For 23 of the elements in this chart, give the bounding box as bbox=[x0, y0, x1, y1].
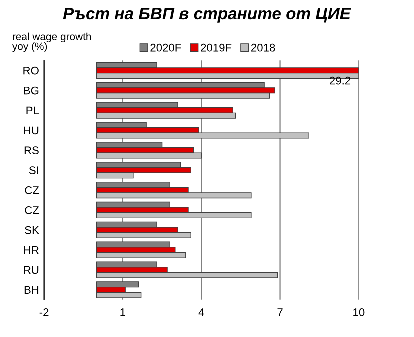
x-tick-label: 7 bbox=[278, 308, 283, 316]
y-tick-label: RS bbox=[24, 146, 39, 155]
x-tick-label: 1 bbox=[120, 308, 126, 316]
chart-title: Ръст на БВП в страните от ЦИЕ bbox=[63, 8, 352, 23]
y-tick-label: RO bbox=[24, 66, 39, 75]
y-tick-label: HR bbox=[24, 246, 39, 254]
y-tick-label: RU bbox=[24, 266, 39, 274]
y-tick-label: CZ bbox=[25, 206, 40, 214]
y-tick-label: PL bbox=[26, 106, 40, 115]
x-tick-label: 10 bbox=[354, 308, 365, 316]
y-tick-label: CZ bbox=[25, 186, 40, 194]
y-tick-label: BG bbox=[24, 86, 39, 95]
y-axis-title: real wage growth yoy (%) bbox=[12, 32, 92, 52]
annotation: 29.2 bbox=[330, 76, 351, 85]
y-tick-label: HU bbox=[24, 126, 39, 135]
legend-label: 2018 bbox=[252, 44, 276, 52]
y-tick-label: SI bbox=[29, 166, 38, 174]
y-tick-label: BH bbox=[24, 286, 39, 294]
legend-label: 2019F bbox=[201, 44, 232, 52]
legend-label: 2020F bbox=[150, 44, 182, 52]
y-tick-label: SK bbox=[25, 226, 40, 234]
x-tick-label: 4 bbox=[198, 308, 204, 316]
x-tick-label: -2 bbox=[40, 308, 49, 316]
